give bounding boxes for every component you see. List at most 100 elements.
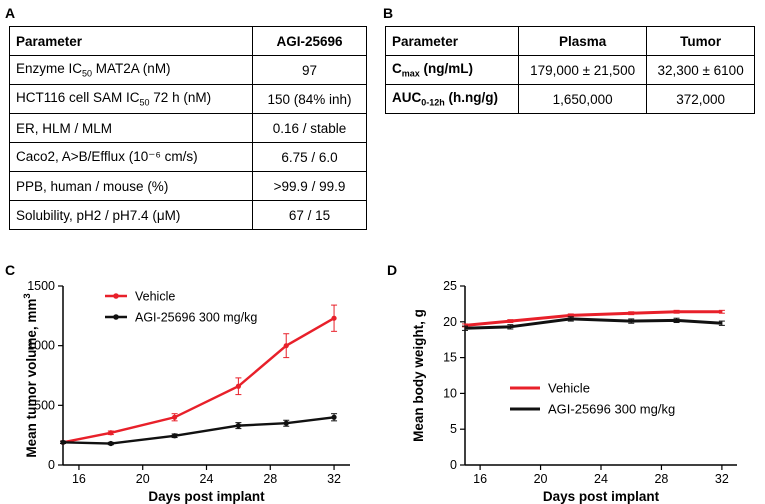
y-tick-label: 500 [34,398,55,412]
data-point [235,383,241,389]
legend-label: AGI-25696 300 mg/kg [548,402,675,417]
row-label-text: Solubility, pH2 / pH7.4 (μM) [16,207,181,223]
y-tick-label: 1000 [27,339,55,353]
x-tick-label: 16 [72,472,86,486]
row-label-text: Caco2, A>B/Efflux (10⁻⁶ cm/s) [16,149,198,164]
x-tick-label: 24 [200,472,214,486]
value-cell: 6.75 / 6.0 [252,142,367,172]
data-point [331,315,337,321]
legend-label: Vehicle [548,381,590,396]
y-tick-label: 5 [450,422,457,436]
row-label-subscript: 50 [139,97,150,108]
parameter-cell: Cmax (ng/mL) [385,55,519,85]
data-point [108,430,114,436]
parameter-cell: HCT116 cell SAM IC50 72 h (nM) [9,84,253,114]
value-cell: >99.9 / 99.9 [252,171,367,201]
data-point [108,440,114,447]
x-tick-label: 16 [473,472,487,486]
table-header-row: Parameter Plasma Tumor [385,26,755,56]
y-tick-label: 20 [443,315,457,329]
data-point [331,414,337,420]
series-line [62,416,335,445]
y-axis-title: Mean body weight, g [411,309,426,442]
x-tick-label: 32 [327,472,341,486]
data-point [172,433,178,439]
legend-label: Vehicle [135,290,175,304]
series-line [464,310,722,327]
x-tick-label: 24 [594,472,608,486]
y-axis-title-text: Mean tumor volume, mm [24,299,39,458]
y-axis-title-superscript: 3 [22,293,33,298]
panel-label-a: A [5,5,16,21]
panel-label-d: D [387,262,398,278]
table-row: HCT116 cell SAM IC50 72 h (nM) 150 (84% i… [9,84,367,114]
row-label-subscript: 50 [82,68,93,79]
row-label-suffix: 72 h (nM) [149,90,212,106]
y-tick-label: 0 [48,458,55,472]
table-header-parameter: Parameter [385,26,519,56]
x-axis-title: Days post implant [543,489,660,504]
table-row: AUC0-12h (h.ng/g) 1,650,000 372,000 [385,84,755,114]
panel-label-b: B [383,5,394,21]
legend-marker [113,293,119,299]
legend-marker [113,314,119,320]
body-weight-chart: 16 20 24 28 32 0 5 10 15 20 25 Days post implant Mea… [411,279,737,504]
table-row: Cmax (ng/mL) 179,000 ± 21,500 32,300 ± 610… [385,55,755,85]
value-cell: 32,300 ± 6100 [646,55,755,85]
legend-label: AGI-25696 300 mg/kg [135,311,257,325]
row-label-suffix: (h.ng/g) [444,90,498,106]
tumor-volume-chart: 16 20 24 28 32 0 500 1000 1500 Days post implant M… [22,279,350,504]
row-label-text: PPB, human / mouse (%) [16,178,169,194]
table-header-row: Parameter AGI-25696 [9,26,367,56]
y-tick-label: 0 [450,458,457,472]
series-line [464,317,722,330]
x-tick-label: 20 [136,472,150,486]
table-row: PPB, human / mouse (%) >99.9 / 99.9 [9,171,367,201]
series-agi-25696 [462,316,725,331]
table-row: ER, HLM / MLM 0.16 / stable [9,113,367,143]
table-row: Enzyme IC50 MAT2A (nM) 97 [9,55,367,85]
table-header-compound: AGI-25696 [252,26,367,56]
panel-label-c: C [5,262,16,278]
data-point [283,343,289,349]
x-tick-label: 28 [263,472,277,486]
series-line [62,317,335,444]
parameter-cell: AUC0-12h (h.ng/g) [385,84,519,114]
row-label-text: AUC [392,90,422,106]
y-tick-label: 25 [443,279,457,293]
parameter-cell: PPB, human / mouse (%) [9,171,253,201]
parameter-cell: ER, HLM / MLM [9,113,253,143]
data-point [172,414,178,420]
row-label-suffix: MAT2A (nM) [92,61,171,77]
value-cell: 0.16 / stable [252,113,367,143]
value-cell: 97 [252,55,367,85]
value-cell: 67 / 15 [252,200,367,230]
row-label-subscript: max [401,68,420,79]
row-label-text: C [392,61,402,77]
x-tick-label: 32 [715,472,729,486]
row-label-suffix: (ng/mL) [419,61,474,77]
table-header-parameter: Parameter [9,26,253,56]
value-cell: 179,000 ± 21,500 [517,55,648,85]
y-axis-title-text: Mean body weight, g [411,309,426,442]
table-header-plasma: Plasma [517,26,648,56]
pk-table-b: Parameter Plasma Tumor Cmax (ng/mL) 179,0… [385,26,755,114]
y-tick-label: 10 [443,386,457,400]
parameter-cell: Caco2, A>B/Efflux (10⁻⁶ cm/s) [9,142,253,172]
row-label-text: Enzyme IC [16,61,83,77]
x-axis-title: Days post implant [148,489,265,504]
table-row: Solubility, pH2 / pH7.4 (μM) 67 / 15 [9,200,367,230]
value-cell: 372,000 [646,84,755,114]
y-axis-title: Mean tumor volume, mm3 [22,293,39,457]
value-cell: 1,650,000 [517,84,648,114]
data-point [283,420,289,426]
x-tick-label: 28 [654,472,668,486]
parameter-cell: Solubility, pH2 / pH7.4 (μM) [9,200,253,230]
y-tick-label: 15 [443,351,457,365]
data-point [60,439,66,445]
series-vehicle [60,304,338,445]
row-label-text: HCT116 cell SAM IC [16,90,140,106]
x-tick-label: 20 [534,472,548,486]
row-label-subscript: 0-12h [421,97,445,108]
row-label-text: ER, HLM / MLM [16,120,113,136]
